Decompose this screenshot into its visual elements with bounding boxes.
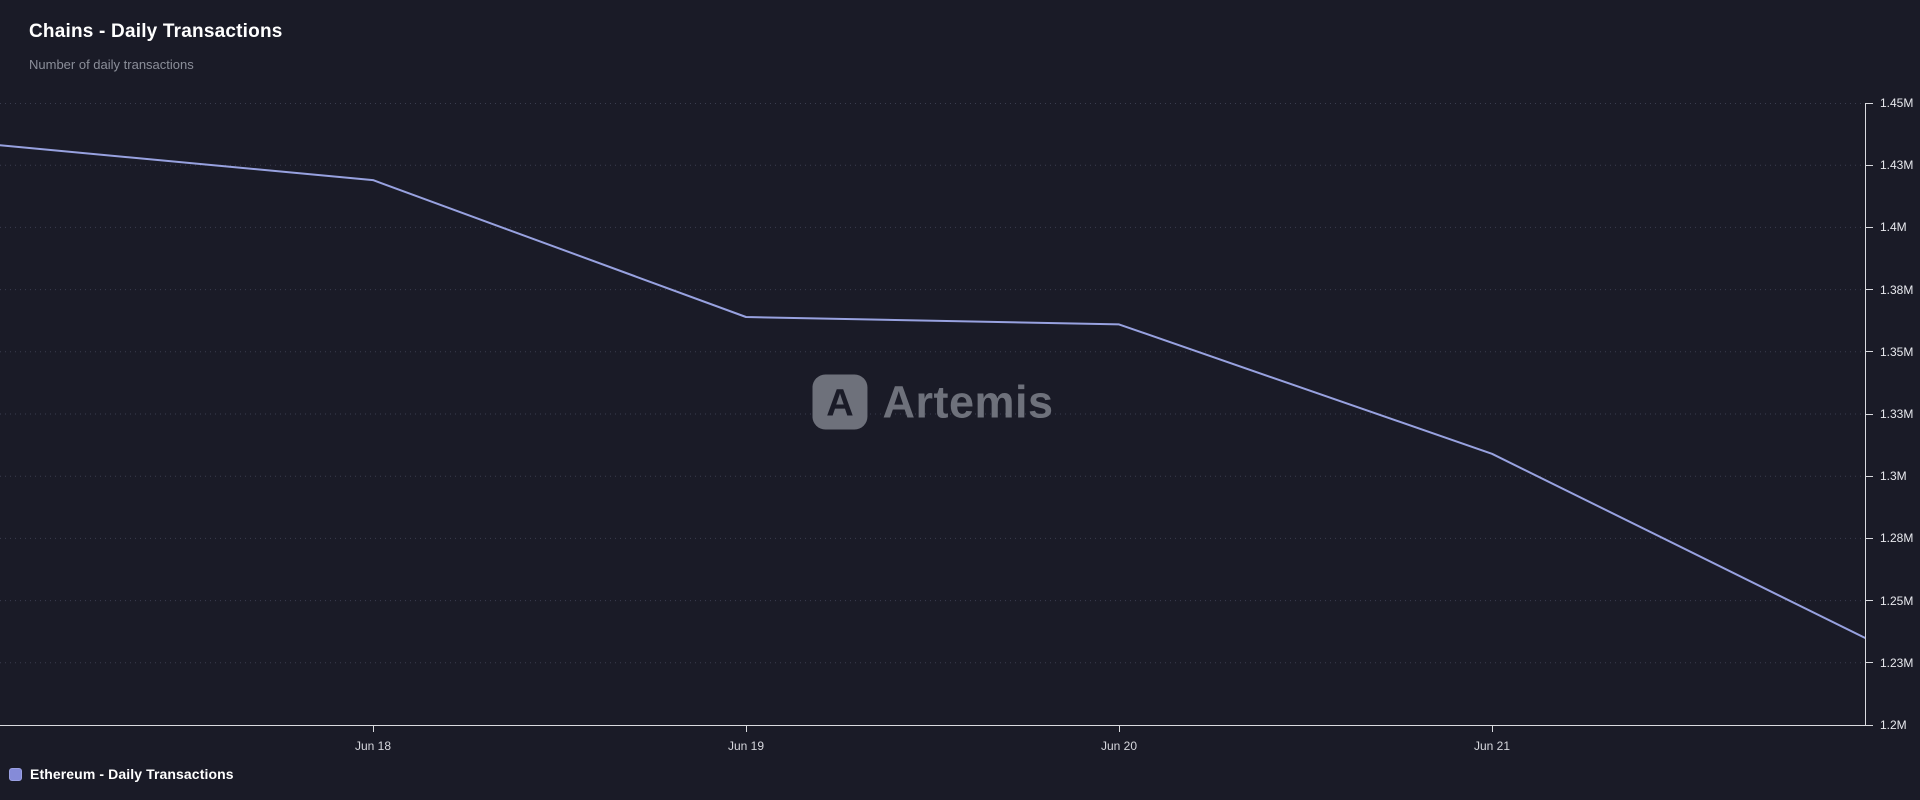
y-axis-tick: [1866, 226, 1873, 228]
y-axis-line: [1865, 103, 1866, 726]
y-axis-label: 1.4M: [1880, 220, 1907, 235]
y-axis-label: 1.3M: [1880, 469, 1907, 484]
y-axis-tick: [1866, 662, 1873, 664]
legend-label: Ethereum - Daily Transactions: [30, 766, 234, 782]
x-axis-tick: [372, 726, 374, 732]
y-axis-label: 1.45M: [1880, 96, 1914, 110]
page-subtitle: Number of daily transactions: [29, 57, 194, 72]
y-axis-tick: [1866, 600, 1873, 602]
y-axis-label: 1.2M: [1880, 718, 1907, 732]
x-axis-tick: [1118, 726, 1120, 732]
line-chart[interactable]: [0, 103, 1866, 725]
page-title: Chains - Daily Transactions: [29, 21, 283, 42]
legend-swatch: [9, 767, 22, 781]
x-axis-label: Jun 20: [1100, 739, 1138, 753]
y-axis-label: 1.38M: [1880, 282, 1914, 297]
y-axis-tick: [1866, 537, 1873, 539]
y-axis-tick: [1866, 289, 1873, 291]
x-axis-tick: [745, 726, 747, 732]
y-axis-label: 1.35M: [1880, 344, 1914, 359]
chart-header: Chains - Daily Transactions Number of da…: [29, 21, 283, 72]
x-axis-label: Jun 19: [727, 739, 765, 753]
y-axis-label: 1.33M: [1880, 407, 1914, 421]
y-axis-tick: [1866, 164, 1873, 166]
y-axis-tick: [1866, 413, 1873, 415]
series-line[interactable]: [0, 144, 1866, 639]
y-axis-label: 1.43M: [1880, 158, 1914, 173]
legend[interactable]: Ethereum - Daily Transactions: [9, 766, 234, 782]
y-axis-label: 1.23M: [1880, 655, 1914, 670]
x-axis-tick: [1491, 726, 1493, 732]
y-axis-tick: [1866, 351, 1873, 353]
y-axis-label: 1.28M: [1880, 531, 1914, 546]
y-axis-tick: [1866, 475, 1873, 477]
y-axis-tick: [1866, 102, 1873, 104]
x-axis-label: Jun 18: [354, 739, 392, 753]
y-axis-label: 1.25M: [1880, 593, 1914, 608]
x-axis-line: [0, 725, 1866, 726]
x-axis-label: Jun 21: [1473, 739, 1511, 753]
y-axis-tick: [1866, 724, 1873, 726]
